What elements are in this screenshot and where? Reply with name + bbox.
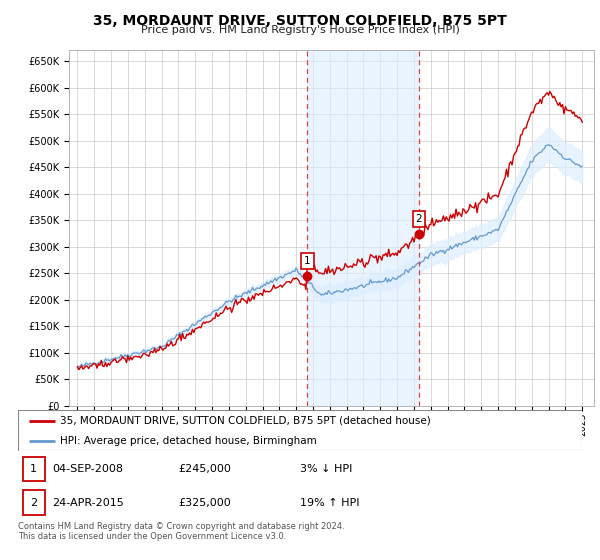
- Bar: [307, 50, 419, 406]
- Text: 1: 1: [304, 256, 311, 266]
- Text: 19% ↑ HPI: 19% ↑ HPI: [300, 497, 359, 507]
- Text: 35, MORDAUNT DRIVE, SUTTON COLDFIELD, B75 5PT (detached house): 35, MORDAUNT DRIVE, SUTTON COLDFIELD, B7…: [60, 416, 431, 426]
- Text: 3% ↓ HPI: 3% ↓ HPI: [300, 464, 352, 474]
- Text: 2: 2: [416, 214, 422, 223]
- Text: 24-APR-2015: 24-APR-2015: [52, 497, 124, 507]
- Text: Contains HM Land Registry data © Crown copyright and database right 2024.
This d: Contains HM Land Registry data © Crown c…: [18, 522, 344, 542]
- Text: £325,000: £325,000: [179, 497, 232, 507]
- Text: Price paid vs. HM Land Registry's House Price Index (HPI): Price paid vs. HM Land Registry's House …: [140, 25, 460, 35]
- Bar: [23, 457, 44, 481]
- Text: £245,000: £245,000: [179, 464, 232, 474]
- Bar: [23, 491, 44, 515]
- Text: 1: 1: [30, 464, 37, 474]
- Text: 04-SEP-2008: 04-SEP-2008: [52, 464, 123, 474]
- Text: 35, MORDAUNT DRIVE, SUTTON COLDFIELD, B75 5PT: 35, MORDAUNT DRIVE, SUTTON COLDFIELD, B7…: [93, 14, 507, 28]
- Text: 2: 2: [30, 497, 37, 507]
- Text: HPI: Average price, detached house, Birmingham: HPI: Average price, detached house, Birm…: [60, 436, 317, 446]
